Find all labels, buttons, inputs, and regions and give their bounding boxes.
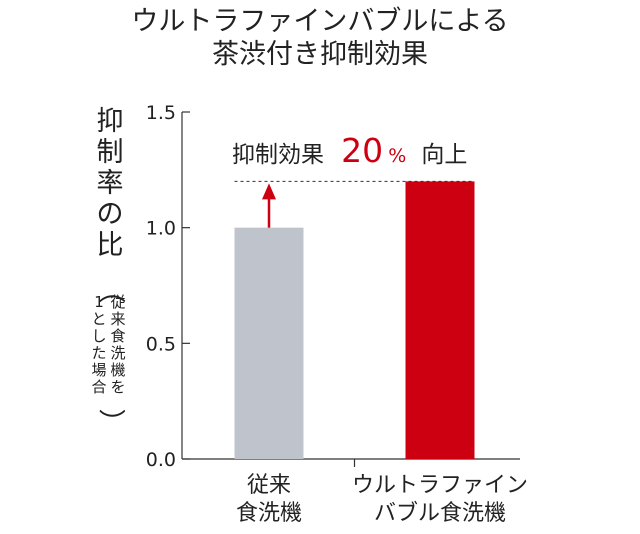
- x-category-label: バブル食洗機: [374, 501, 506, 526]
- y-label-sub-char: 1: [94, 293, 104, 311]
- y-label-sub-char: た: [91, 344, 106, 362]
- x-category-label: 食洗機: [236, 501, 302, 526]
- annotation-suffix: 向上: [421, 142, 467, 168]
- annotation-unit: %: [388, 145, 406, 167]
- y-tick-label: 1.0: [146, 218, 176, 240]
- y-label-main-char: 抑: [97, 106, 124, 137]
- y-label-main-char: の: [97, 199, 124, 230]
- y-label-sub-char: し: [91, 327, 106, 345]
- y-label-sub-char: と: [91, 310, 106, 328]
- y-label-sub-char: 場: [91, 361, 106, 379]
- y-tick-label: 0.5: [146, 333, 176, 355]
- effect-annotation: 抑制効果 20 % 向上: [232, 131, 467, 170]
- y-label-sub-char: 従: [110, 293, 125, 311]
- x-category-label: 従来: [247, 473, 291, 498]
- increase-arrow-head: [262, 183, 276, 200]
- y-label-sub-char: 食: [110, 327, 125, 345]
- y-ticks: 0.0 0.5 1.0 1.5: [146, 102, 190, 471]
- bars: [234, 181, 475, 459]
- bar-conventional: [234, 227, 304, 459]
- y-label-sub-char: 来: [110, 310, 125, 328]
- y-label-main-char: 制: [97, 137, 124, 168]
- y-label-paren-open: （: [95, 277, 126, 304]
- x-category-label: ウルトラファイン: [352, 473, 528, 498]
- annotation-number: 20: [341, 131, 383, 170]
- y-label-sub-char: を: [110, 378, 125, 396]
- y-tick-label: 0.0: [146, 449, 176, 471]
- y-label-main-char: 比: [97, 230, 124, 261]
- y-tick-label: 1.5: [146, 102, 176, 124]
- y-label-sub-char: 合: [91, 378, 106, 396]
- chart-title-line-1: ウルトラファインバブルによる: [131, 6, 508, 37]
- y-label-paren-close: ）: [95, 409, 126, 436]
- chart-title-line-2: 茶渋付き抑制効果: [212, 39, 428, 70]
- bar-ultrafine: [405, 181, 475, 459]
- y-label-sub-char: 洗: [110, 344, 125, 362]
- annotation-lines: [234, 180, 475, 228]
- y-label-sub-char: 機: [110, 361, 125, 379]
- y-label-main-char: 率: [97, 168, 124, 199]
- annotation-prefix: 抑制効果: [232, 142, 324, 168]
